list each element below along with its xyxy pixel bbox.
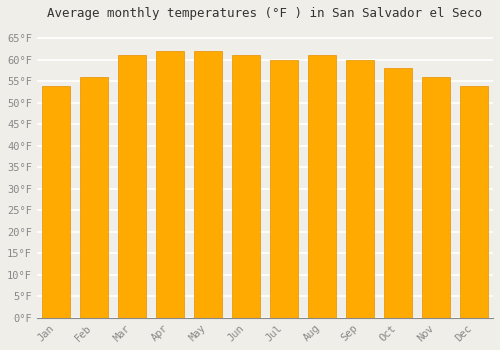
- Title: Average monthly temperatures (°F ) in San Salvador el Seco: Average monthly temperatures (°F ) in Sa…: [48, 7, 482, 20]
- Bar: [156, 51, 184, 318]
- Bar: [270, 60, 298, 318]
- Bar: [422, 77, 450, 318]
- Bar: [384, 68, 412, 318]
- Bar: [194, 51, 222, 318]
- Bar: [118, 55, 146, 318]
- Bar: [308, 55, 336, 318]
- Bar: [460, 85, 488, 318]
- Bar: [42, 85, 70, 318]
- Bar: [80, 77, 108, 318]
- Bar: [232, 55, 260, 318]
- Bar: [346, 60, 374, 318]
